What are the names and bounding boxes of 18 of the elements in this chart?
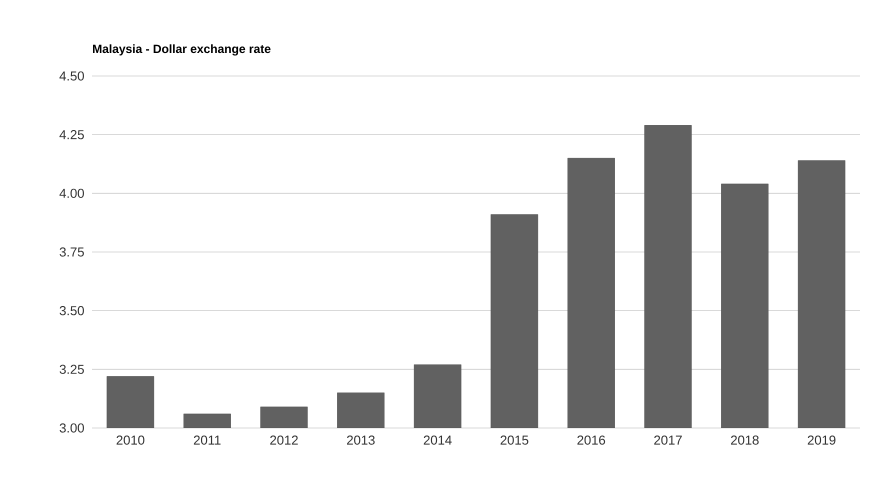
y-tick-label: 3.50 [60,306,84,316]
x-tick-label: 2019 [808,436,836,445]
y-tick-label: 3.75 [60,247,84,257]
x-tick-label: 2012 [270,436,298,445]
chart-title: Malaysia - Dollar exchange rate [93,44,271,56]
x-tick-label: 2013 [347,436,375,445]
x-tick-label: 2010 [116,436,144,445]
x-tick-label: 2017 [654,436,682,445]
x-tick-label: 2015 [500,436,528,445]
y-tick-label: 4.25 [59,130,84,140]
y-tick-label: 3.25 [60,364,84,374]
x-tick-label: 2014 [424,436,452,445]
y-tick-label: 4.00 [59,188,84,198]
x-tick-label: 2011 [194,436,221,445]
y-tick-label: 4.50 [59,71,84,81]
y-tick-label: 3.00 [60,423,84,433]
x-tick-label: 2018 [731,436,759,445]
x-tick-label: 2016 [577,436,606,445]
